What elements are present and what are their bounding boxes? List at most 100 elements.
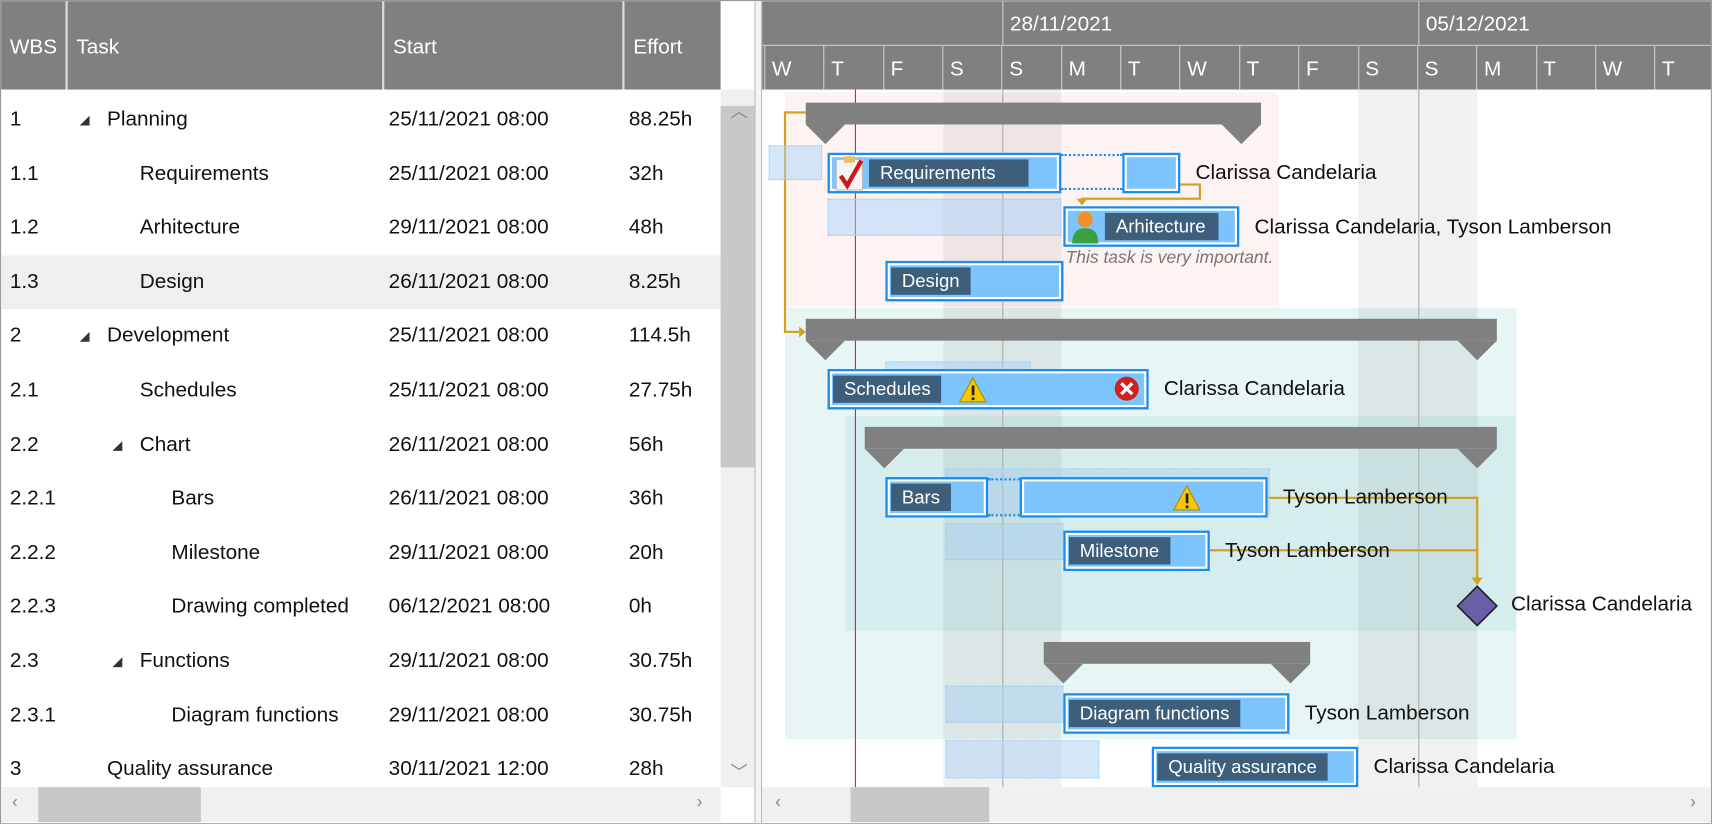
day-label: T <box>1120 45 1179 90</box>
scrollbar-thumb[interactable] <box>38 787 201 823</box>
cell-effort: 30.75h <box>628 703 693 727</box>
task-bar-arhitecture[interactable]: Arhitecture <box>1063 206 1240 247</box>
scroll-left-icon[interactable]: ‹ <box>12 792 18 812</box>
scrollbar-thumb[interactable] <box>850 787 990 823</box>
task-bar-label: Arhitecture <box>1104 212 1219 241</box>
scroll-up-icon[interactable]: ︿ <box>730 102 748 122</box>
cell-start: 30/11/2021 12:00 <box>388 757 549 781</box>
day-label: F <box>882 45 942 90</box>
cell-effort: 20h <box>628 541 664 565</box>
scroll-left-icon[interactable]: ‹ <box>775 792 781 812</box>
table-row[interactable]: 2 Development 25/11/2021 08:00 114.5h <box>1 309 720 363</box>
table-row[interactable]: 1 Planning 25/11/2021 08:00 88.25h <box>1 93 720 147</box>
resource-label: Tyson Lamberson <box>1282 485 1448 509</box>
column-header-wbs[interactable]: WBS <box>1 1 68 90</box>
day-label: T <box>1238 45 1298 90</box>
day-label: M <box>1060 45 1120 90</box>
cell-wbs: 2.2 <box>9 433 39 456</box>
table-row[interactable]: 2.2.1 Bars 26/11/2021 08:00 36h <box>1 472 720 526</box>
task-bar-label: Requirements <box>869 159 1029 187</box>
task-bar-diagram-functions[interactable]: Diagram functions <box>1063 693 1290 734</box>
column-header-task[interactable]: Task <box>68 1 385 90</box>
cell-task: Requirements <box>139 162 269 186</box>
table-row[interactable]: 2.3.1 Diagram functions 29/11/2021 08:00 30… <box>1 688 720 742</box>
day-label: T <box>1654 45 1711 90</box>
warning-icon <box>958 376 987 403</box>
resource-label: Clarissa Candelaria <box>1373 755 1555 779</box>
column-header-effort[interactable]: Effort <box>633 36 683 59</box>
cell-effort: 56h <box>628 433 664 456</box>
task-bar-label: Schedules <box>833 375 942 403</box>
summary-bar-planning[interactable] <box>805 102 1262 145</box>
grid-horizontal-scrollbar[interactable]: ‹ › <box>1 787 721 823</box>
table-row[interactable]: 1.1 Requirements 25/11/2021 08:00 32h <box>1 147 720 201</box>
cell-task: Functions <box>139 649 230 673</box>
summary-bar-functions[interactable] <box>1043 641 1311 684</box>
cell-wbs: 2.3 <box>9 649 39 673</box>
resource-label: Clarissa Candelaria, Tyson Lamberson <box>1254 216 1612 240</box>
task-bar-bars[interactable]: Bars <box>885 477 989 518</box>
table-row[interactable]: 2.3 Functions 29/11/2021 08:00 30.75h <box>1 634 720 688</box>
task-bar-label: Design <box>890 267 971 295</box>
task-bar-schedules[interactable]: Schedules <box>827 369 1149 410</box>
cell-effort: 48h <box>628 216 664 240</box>
task-bar-bars-segment[interactable] <box>1019 477 1268 518</box>
dependency-line <box>785 111 806 114</box>
task-bar-design[interactable]: Design <box>885 260 1064 302</box>
summary-bar-development[interactable] <box>805 318 1497 361</box>
split-gap <box>1061 153 1123 190</box>
task-bar-requirements-segment[interactable] <box>1122 152 1181 194</box>
column-header-start[interactable]: Start <box>384 1 625 90</box>
table-row[interactable]: 1.3 Design 26/11/2021 08:00 8.25h <box>1 255 721 310</box>
week-label: 05/12/2021 <box>1418 1 1530 45</box>
grid-vertical-scrollbar[interactable]: ︿ ﹀ <box>720 89 755 788</box>
baseline-bar <box>768 145 823 181</box>
splitter[interactable] <box>754 1 763 824</box>
milestone-diamond[interactable] <box>1456 585 1498 627</box>
cell-task: Design <box>139 270 205 294</box>
day-label: T <box>1535 45 1595 90</box>
collapse-toggle-icon[interactable] <box>79 309 105 363</box>
collapse-toggle-icon[interactable] <box>112 634 137 688</box>
table-row[interactable]: 2.2.2 Milestone 29/11/2021 08:00 20h <box>1 526 720 580</box>
cell-effort: 28h <box>628 757 664 781</box>
collapse-toggle-icon[interactable] <box>79 93 105 147</box>
scroll-right-icon[interactable]: › <box>1690 792 1696 812</box>
dependency-line <box>1180 183 1200 186</box>
task-bar-quality-assurance[interactable]: Quality assurance <box>1151 746 1359 788</box>
collapse-toggle-icon[interactable] <box>112 418 137 472</box>
cell-effort: 36h <box>628 487 664 511</box>
cell-wbs: 2.1 <box>9 378 39 402</box>
day-label: T <box>823 45 883 90</box>
cell-start: 26/11/2021 08:00 <box>388 487 549 511</box>
cell-wbs: 2 <box>9 324 22 348</box>
scroll-right-icon[interactable]: › <box>696 792 703 812</box>
scroll-down-icon[interactable]: ﹀ <box>730 764 748 783</box>
dependency-line <box>1209 549 1479 552</box>
task-bar-requirements[interactable]: Requirements <box>827 152 1062 194</box>
resource-label: Tyson Lamberson <box>1224 539 1390 563</box>
cell-wbs: 2.3.1 <box>9 703 56 727</box>
table-row[interactable]: 3 Quality assurance 30/11/2021 12:00 28h <box>1 743 720 797</box>
summary-bar-chart[interactable] <box>864 426 1497 469</box>
week-label: 28/11/2021 <box>1002 1 1112 45</box>
task-bar-milestone[interactable]: Milestone <box>1063 530 1210 572</box>
table-row[interactable]: 2.1 Schedules 25/11/2021 08:00 27.75h <box>1 364 720 418</box>
cell-wbs: 1.1 <box>9 162 39 186</box>
task-bar-label: Diagram functions <box>1068 699 1241 728</box>
table-row[interactable]: 2.2.3 Drawing completed 06/12/2021 08:00 0h <box>1 580 720 634</box>
scrollbar-thumb[interactable] <box>720 105 755 468</box>
cell-start: 29/11/2021 08:00 <box>388 216 549 240</box>
day-label: W <box>1179 45 1239 90</box>
table-row[interactable]: 2.2 Chart 26/11/2021 08:00 56h <box>1 418 720 472</box>
cell-task: Planning <box>106 108 188 132</box>
today-line <box>854 89 856 788</box>
task-bar-label: Quality assurance <box>1157 753 1328 781</box>
cell-effort: 30.75h <box>628 649 693 673</box>
chart-horizontal-scrollbar[interactable]: ‹ › <box>762 787 1711 823</box>
table-row[interactable]: 1.2 Arhitecture 29/11/2021 08:00 48h <box>1 201 720 255</box>
arrow-icon <box>799 326 806 338</box>
cell-effort: 8.25h <box>628 270 681 294</box>
day-label: W <box>1595 45 1654 90</box>
